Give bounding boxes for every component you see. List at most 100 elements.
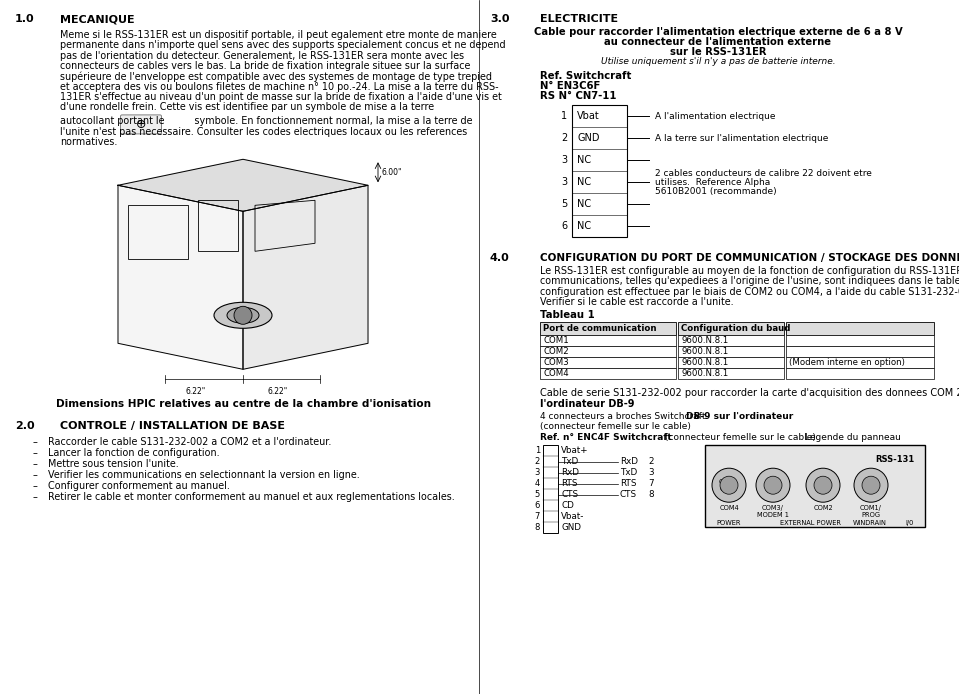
Text: pas de l'orientation du detecteur. Generalement, le RSS-131ER sera monte avec le: pas de l'orientation du detecteur. Gener… [60,51,464,60]
Text: Ref. n° ENC4F Switchcraft: Ref. n° ENC4F Switchcraft [540,433,671,442]
Bar [678,357,784,369]
Polygon shape [118,185,243,369]
Text: (connecteur femelle sur le cable): (connecteur femelle sur le cable) [665,433,816,442]
Text: 8: 8 [534,523,540,532]
Text: A la terre sur l'alimentation electrique: A la terre sur l'alimentation electrique [655,133,829,142]
Text: ELECTRICITE: ELECTRICITE [540,14,619,24]
Text: 3: 3 [534,468,540,477]
Text: CONTROLE / INSTALLATION DE BASE: CONTROLE / INSTALLATION DE BASE [60,421,285,431]
Text: 2.0: 2.0 [15,421,35,431]
Text: RTS: RTS [561,479,577,488]
Text: RxD: RxD [561,468,579,477]
Text: –: – [33,482,37,491]
Text: Raccorder le cable S131-232-002 a COM2 et a l'ordinateur.: Raccorder le cable S131-232-002 a COM2 e… [48,437,332,448]
Text: Vbat: Vbat [577,111,599,121]
Bar [540,346,676,357]
Text: 1.0: 1.0 [15,14,35,24]
Text: communications, telles qu'expediees a l'origine de l'usine, sont indiquees dans : communications, telles qu'expediees a l'… [540,276,959,287]
Text: A l'alimentation electrique: A l'alimentation electrique [655,112,776,121]
Text: 3: 3 [648,468,654,477]
Text: PROG: PROG [861,512,880,518]
Text: 7: 7 [534,512,540,521]
Text: 3: 3 [561,155,567,165]
Text: NC: NC [577,155,591,165]
Polygon shape [118,160,368,211]
Bar [543,445,558,533]
Text: Retirer le cable et monter conformement au manuel et aux reglementations locales: Retirer le cable et monter conformement … [48,492,455,502]
Text: 6.22": 6.22" [186,387,206,396]
Text: supérieure de l'enveloppe est compatible avec des systemes de montage de type tr: supérieure de l'enveloppe est compatible… [60,71,492,82]
Ellipse shape [227,307,259,323]
Bar [540,369,676,379]
Text: Mettre sous tension l'unite.: Mettre sous tension l'unite. [48,459,178,469]
Bar [705,445,925,527]
Circle shape [234,306,252,324]
Text: RTS: RTS [620,479,637,488]
Circle shape [756,468,790,502]
Text: 9600.N.8.1: 9600.N.8.1 [681,358,728,367]
Text: Verifier les communications en selectionnant la version en ligne.: Verifier les communications en selection… [48,471,360,480]
Bar [786,369,934,379]
Text: 4: 4 [535,479,540,488]
Text: Ref. Switchcraft: Ref. Switchcraft [540,71,631,81]
Text: DB-9 sur l'ordinateur: DB-9 sur l'ordinateur [686,412,793,421]
Text: CD: CD [561,501,573,510]
Text: I/0: I/0 [906,520,914,526]
Text: COM3/: COM3/ [762,505,784,511]
Text: N° EN3C6F: N° EN3C6F [540,81,600,91]
Text: 1: 1 [535,446,540,455]
Text: NC: NC [577,177,591,187]
Text: GND: GND [561,523,581,532]
Bar [678,322,784,335]
Text: OFF
ON: OFF ON [718,479,732,492]
Text: COM4: COM4 [543,369,569,378]
Text: TxD: TxD [561,457,578,466]
Bar [786,335,934,346]
Text: Cable pour raccorder l'alimentation electrique externe de 6 a 8 V: Cable pour raccorder l'alimentation elec… [533,27,902,37]
Text: 5: 5 [535,490,540,499]
Text: NC: NC [577,199,591,209]
Text: 9600.N.8.1: 9600.N.8.1 [681,369,728,378]
Text: Cable de serie S131-232-002 pour raccorder la carte d'acquisition des donnees CO: Cable de serie S131-232-002 pour raccord… [540,388,959,398]
Text: Configurer conformement au manuel.: Configurer conformement au manuel. [48,482,230,491]
Text: –: – [33,492,37,502]
Text: Configuration du baud: Configuration du baud [681,324,790,333]
Text: 2: 2 [648,457,653,466]
Polygon shape [243,185,368,369]
Bar [540,357,676,369]
Text: et acceptera des vis ou boulons filetes de machine n° 10 po.-24. La mise a la te: et acceptera des vis ou boulons filetes … [60,81,499,92]
Text: d'une rondelle frein. Cette vis est identifiee par un symbole de mise a la terre: d'une rondelle frein. Cette vis est iden… [60,102,434,112]
Text: Tableau 1: Tableau 1 [540,310,595,320]
Circle shape [720,476,738,494]
Text: WINDRAIN: WINDRAIN [854,520,887,526]
Text: CTS: CTS [561,490,578,499]
Text: –: – [33,448,37,458]
Text: 6.00": 6.00" [382,168,403,177]
Text: 9600.N.8.1: 9600.N.8.1 [681,336,728,345]
Text: Vbat+: Vbat+ [561,446,589,455]
Bar [540,322,676,335]
Text: Utilise uniquement s'il n'y a pas de batterie interne.: Utilise uniquement s'il n'y a pas de bat… [600,57,835,66]
Text: normatives.: normatives. [60,137,117,147]
Text: Verifier si le cable est raccorde a l'unite.: Verifier si le cable est raccorde a l'un… [540,297,734,307]
Text: –: – [33,459,37,469]
Text: COM3: COM3 [543,358,569,367]
Text: ⊕: ⊕ [136,118,147,131]
Bar [786,346,934,357]
Circle shape [712,468,746,502]
Text: COM1/: COM1/ [860,505,882,511]
Text: COM2: COM2 [543,347,569,356]
Circle shape [814,476,832,494]
Bar [678,369,784,379]
Text: 3: 3 [561,177,567,187]
Text: permanente dans n'importe quel sens avec des supports specialement concus et ne : permanente dans n'importe quel sens avec… [60,40,505,50]
Text: RS N° CN7-11: RS N° CN7-11 [540,91,617,101]
Text: TxD: TxD [620,468,637,477]
Text: RSS-131: RSS-131 [876,455,915,464]
Text: configuration est effectuee par le biais de COM2 ou COM4, a l'aide du cable S131: configuration est effectuee par le biais… [540,287,959,296]
Text: EXTERNAL POWER: EXTERNAL POWER [780,520,840,526]
Bar [678,346,784,357]
Text: 2: 2 [535,457,540,466]
Circle shape [862,476,880,494]
Text: CONFIGURATION DU PORT DE COMMUNICATION / STOCKAGE DES DONNEES: CONFIGURATION DU PORT DE COMMUNICATION /… [540,253,959,263]
